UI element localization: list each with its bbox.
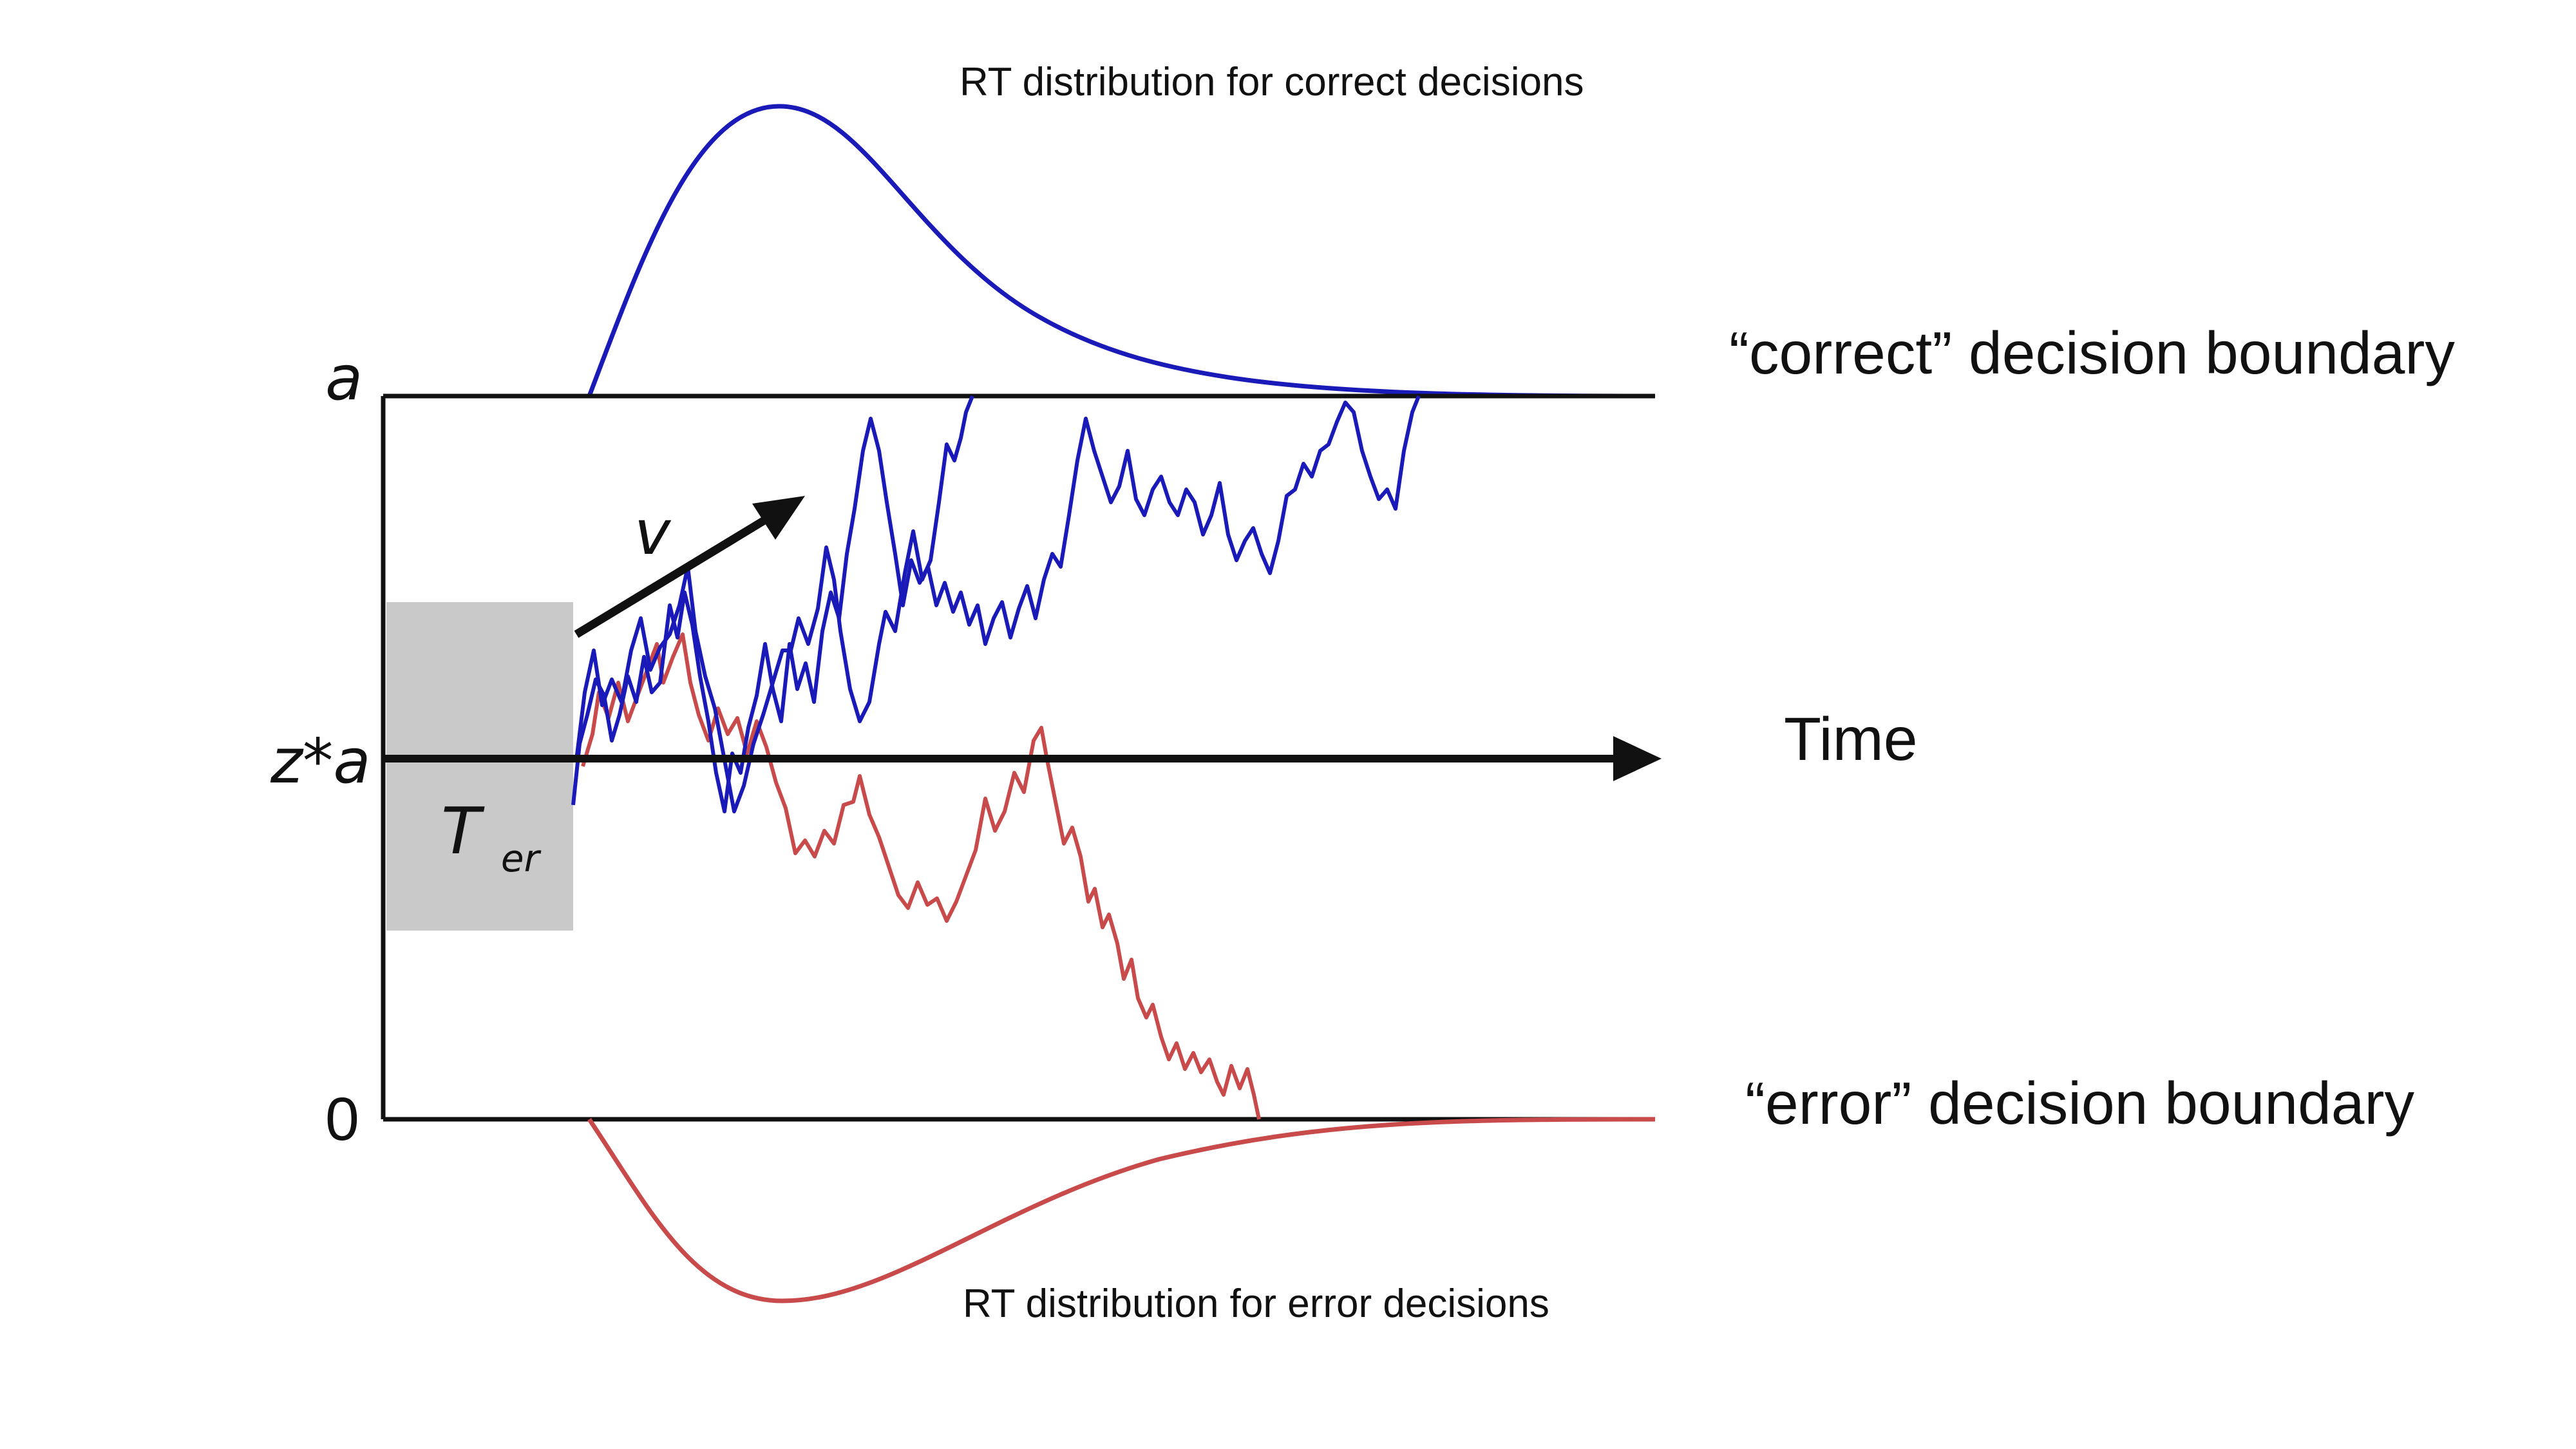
nondecision-time-box [386,602,573,931]
drift-arrow [574,511,775,638]
nondecision-subscript: er [501,837,542,880]
correct-sample-path-1 [571,395,1421,813]
correct-rt-distribution-curve [587,104,1656,399]
error-boundary-label: “error” decision boundary [1745,1070,2414,1137]
error-sample-path [581,632,1261,1120]
start-point-label: z*a [270,726,371,797]
correct-boundary-label: “correct” decision boundary [1729,319,2455,386]
correct-distribution-title: RT distribution for correct decisions [960,60,1584,104]
error-rt-distribution-curve [587,1117,1656,1303]
drift-rate-label: v [634,498,672,569]
time-axis-label: Time [1784,705,1918,773]
arrow-up-right-icon [752,496,805,540]
upper-threshold-label: a [325,343,363,414]
arrow-right-icon [1613,736,1662,781]
correct-sample-path-2 [574,395,974,813]
nondecision-time-label: T er [441,793,542,880]
error-distribution-title: RT distribution for error decisions [963,1282,1549,1326]
lower-threshold-label: 0 [325,1085,359,1153]
nondecision-main-text: T [441,793,485,869]
